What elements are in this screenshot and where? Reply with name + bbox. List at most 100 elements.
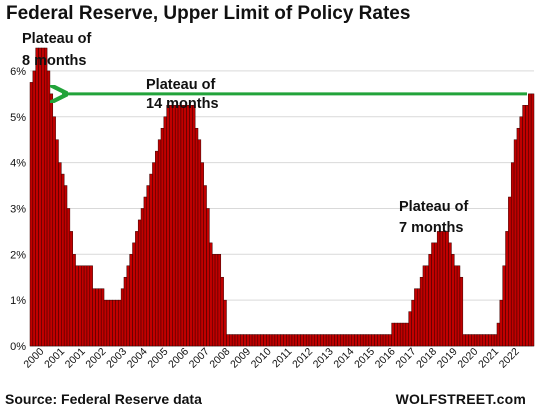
bar	[522, 105, 526, 347]
bar	[337, 334, 341, 347]
bar	[305, 334, 310, 347]
chart-title: Federal Reserve, Upper Limit of Policy R…	[6, 3, 411, 24]
bar	[81, 265, 85, 347]
bar	[300, 334, 304, 347]
bar	[288, 334, 293, 347]
bar	[436, 231, 441, 347]
bar	[297, 334, 301, 347]
bar	[277, 334, 281, 347]
bar	[132, 242, 136, 347]
bar	[510, 162, 515, 347]
x-tick-label: 2019	[435, 346, 460, 371]
bar	[274, 334, 278, 347]
bar	[303, 334, 307, 347]
bar	[397, 322, 401, 347]
bar	[174, 105, 179, 347]
bar	[35, 47, 39, 347]
bar	[46, 70, 51, 347]
bar	[271, 334, 276, 347]
bar	[106, 299, 110, 347]
bar	[439, 231, 444, 347]
bar	[92, 288, 96, 347]
bar	[63, 185, 68, 347]
annotation-8-months-line2: 8 months	[22, 53, 86, 69]
x-tick-label: 2007	[187, 346, 212, 371]
bar	[183, 105, 187, 347]
source-note: Source: Federal Reserve data	[5, 391, 202, 407]
bar	[203, 185, 207, 347]
bar	[66, 208, 71, 347]
bar	[89, 265, 93, 347]
annotation-14-months-line2: 14 months	[146, 96, 219, 112]
bar	[456, 265, 461, 347]
bar	[268, 334, 273, 347]
bar	[280, 334, 284, 347]
x-tick-label: 2015	[352, 346, 377, 371]
bar	[325, 334, 330, 347]
bar	[194, 127, 199, 347]
bar	[496, 322, 501, 347]
bar	[371, 334, 375, 347]
bar	[29, 82, 34, 347]
bar	[320, 334, 324, 347]
bar	[72, 254, 76, 347]
bar	[451, 254, 455, 347]
bar	[471, 334, 475, 347]
bar	[405, 322, 409, 347]
bar	[180, 105, 185, 347]
bar	[55, 139, 59, 347]
bar	[38, 47, 42, 347]
bar	[123, 276, 128, 347]
bar	[411, 299, 415, 347]
bar	[95, 288, 99, 347]
bar	[502, 265, 506, 347]
bar	[519, 116, 523, 347]
bar	[120, 288, 125, 347]
bar	[115, 299, 119, 347]
bar	[360, 334, 364, 347]
bar	[223, 299, 227, 347]
bar	[340, 334, 344, 347]
bar	[234, 334, 239, 347]
bar	[328, 334, 333, 347]
bar	[137, 219, 142, 347]
bar	[482, 334, 486, 347]
bar	[166, 105, 170, 347]
bar	[32, 70, 36, 347]
bar	[431, 242, 435, 347]
bar	[342, 334, 347, 347]
bar	[476, 334, 481, 347]
bar	[186, 105, 190, 347]
y-tick-label: 3%	[10, 203, 26, 215]
bar	[348, 334, 353, 347]
bar	[197, 139, 202, 347]
bar	[365, 334, 370, 347]
bar	[43, 47, 48, 347]
bar	[530, 93, 535, 347]
bar	[118, 299, 122, 347]
x-tick-label: 2001	[42, 346, 67, 371]
bar	[314, 334, 318, 347]
bar	[385, 334, 390, 347]
bar	[126, 265, 130, 347]
bar	[177, 105, 182, 347]
bar	[513, 139, 518, 347]
bar	[220, 276, 224, 347]
bar	[454, 265, 458, 347]
x-tick-label: 2016	[373, 346, 398, 371]
bar	[331, 334, 335, 347]
bar	[528, 93, 532, 347]
bar	[41, 47, 45, 347]
bar	[493, 334, 498, 347]
bar	[206, 208, 210, 347]
bar	[499, 299, 503, 347]
x-tick-label: 2009	[228, 346, 253, 371]
bar	[399, 322, 404, 347]
y-tick-label: 1%	[10, 295, 26, 307]
bar	[505, 231, 509, 347]
x-tick-label: 2013	[311, 346, 336, 371]
bar	[172, 105, 176, 347]
bar	[488, 334, 492, 347]
bar	[448, 242, 452, 347]
